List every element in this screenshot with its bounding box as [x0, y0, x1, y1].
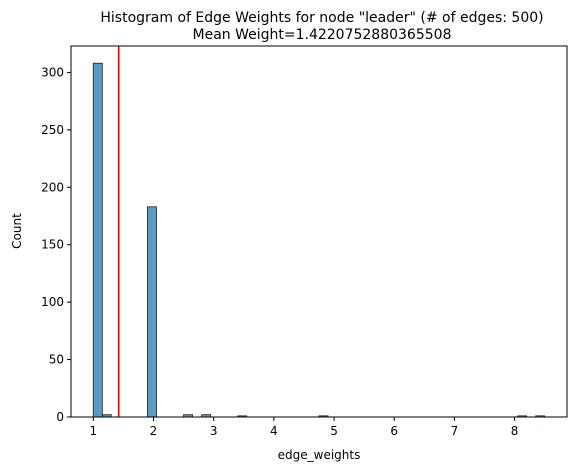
x-axis-ticks: 1 2 3 4 5 6 7 8 [89, 417, 518, 438]
y-tick-label-1: 50 [49, 353, 64, 367]
x-tick-label-5: 6 [390, 424, 398, 438]
x-tick-label-6: 7 [451, 424, 459, 438]
chart-subtitle: Mean Weight=1.4220752880365508 [193, 27, 452, 43]
y-axis-ticks: 0 50 100 150 200 250 300 [41, 65, 71, 424]
y-tick-label-2: 100 [41, 295, 64, 309]
plot-area-frame [70, 45, 568, 418]
bars-layer [92, 62, 546, 418]
y-tick-label-3: 150 [41, 238, 64, 252]
y-axis-label: Count [10, 213, 24, 249]
y-tick-label-6: 300 [41, 65, 64, 79]
y-tick-label-5: 250 [41, 123, 64, 137]
x-tick-label-2: 3 [210, 424, 218, 438]
x-tick-label-0: 1 [89, 424, 97, 438]
y-tick-label-0: 0 [56, 410, 64, 424]
histogram-bar-2 [147, 206, 157, 418]
x-axis-label: edge_weights [278, 448, 361, 462]
y-tick-label-4: 200 [41, 180, 64, 194]
x-tick-label-3: 4 [270, 424, 278, 438]
x-tick-label-4: 5 [330, 424, 338, 438]
histogram-bar-0 [92, 62, 103, 418]
chart-title: Histogram of Edge Weights for node "lead… [100, 10, 543, 26]
x-tick-label-1: 2 [150, 424, 158, 438]
x-tick-label-7: 8 [511, 424, 519, 438]
